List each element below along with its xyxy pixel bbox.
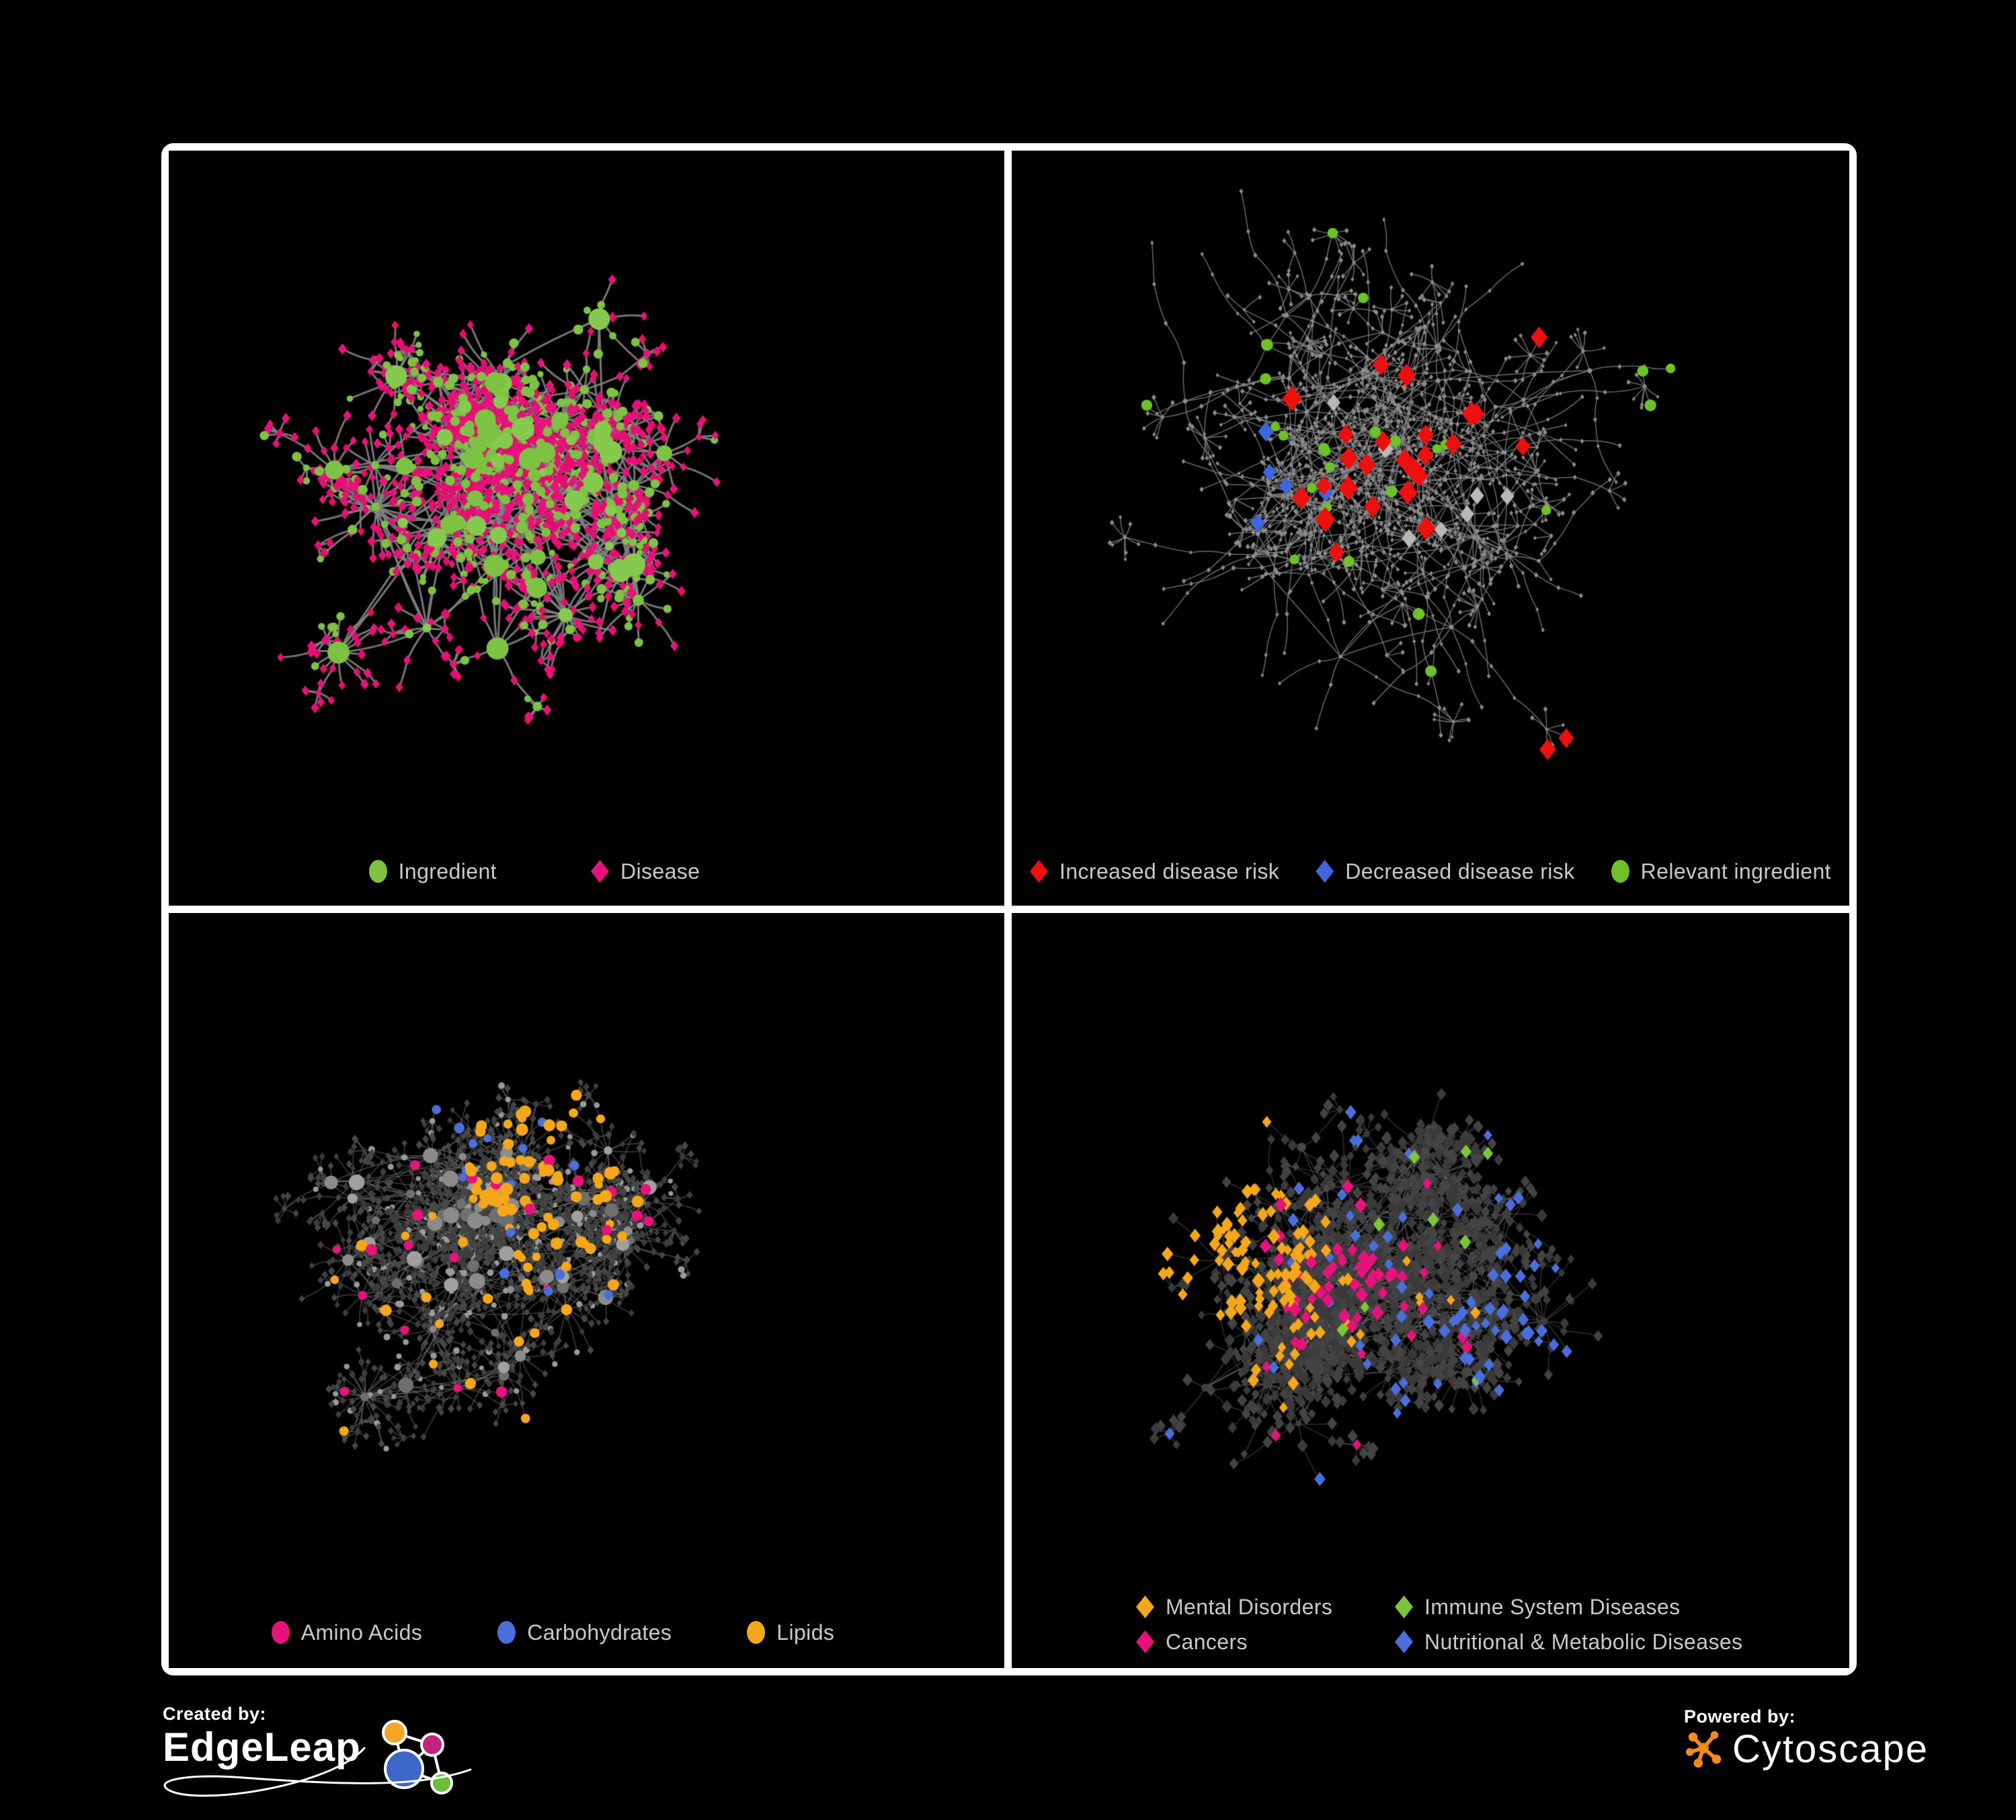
panel-ingredient-disease: Ingredient Disease bbox=[169, 151, 1004, 906]
legend-item-increased-disease-risk: Increased disease risk bbox=[1030, 859, 1279, 884]
panel-disease-risk: Increased disease risk Decreased disease … bbox=[1012, 151, 1849, 906]
legend-swatch-mental-disorders bbox=[1136, 1595, 1154, 1618]
legend-label-increased-disease-risk: Increased disease risk bbox=[1059, 859, 1280, 883]
legend-item-amino-acids: Amino Acids bbox=[271, 1620, 423, 1645]
panel-disease-categories: Mental Disorders Immune System Diseases Ca… bbox=[1012, 913, 1849, 1668]
legend-item-immune-system-diseases: Immune System Diseases bbox=[1395, 1591, 1742, 1622]
legend-item-carbohydrates: Carbohydrates bbox=[497, 1620, 672, 1645]
legend-item-ingredient: Ingredient bbox=[368, 859, 497, 884]
network-canvas-ingredient-disease bbox=[169, 151, 1004, 906]
legend-label-decreased-disease-risk: Decreased disease risk bbox=[1345, 859, 1575, 883]
frame-horizontal-divider bbox=[167, 906, 1851, 913]
legend-ingredient-disease: Ingredient Disease bbox=[169, 855, 1004, 888]
legend-item-lipids: Lipids bbox=[747, 1620, 834, 1645]
panel-frame bbox=[161, 143, 1857, 1675]
legend-item-disease: Disease bbox=[590, 859, 700, 884]
network-canvas-disease-risk bbox=[1012, 151, 1849, 906]
legend-item-cancers: Cancers bbox=[1136, 1626, 1395, 1657]
legend-item-nutritional-metabolic-diseases: Nutritional & Metabolic Diseases bbox=[1395, 1626, 1742, 1657]
legend-swatch-increased-disease-risk bbox=[1030, 860, 1049, 883]
edgeleap-network-icon bbox=[381, 1720, 453, 1794]
cytoscape-branding: Powered by: Cytoscape bbox=[1684, 1706, 1929, 1770]
legend-item-decreased-disease-risk: Decreased disease risk bbox=[1316, 859, 1574, 884]
edgeleap-branding: Created by: EdgeLeap bbox=[163, 1704, 472, 1801]
legend-disease-risk: Increased disease risk Decreased disease … bbox=[1012, 855, 1849, 888]
legend-item-mental-disorders: Mental Disorders bbox=[1136, 1591, 1395, 1622]
legend-label-carbohydrates: Carbohydrates bbox=[527, 1620, 672, 1645]
network-canvas-disease-categories bbox=[1012, 913, 1849, 1668]
legend-swatch-amino-acids bbox=[271, 1621, 290, 1644]
cytoscape-icon bbox=[1685, 1731, 1722, 1768]
legend-label-mental-disorders: Mental Disorders bbox=[1166, 1594, 1333, 1619]
legend-swatch-decreased-disease-risk bbox=[1316, 860, 1334, 883]
legend-swatch-immune-system-diseases bbox=[1395, 1595, 1413, 1618]
legend-label-ingredient: Ingredient bbox=[398, 859, 497, 883]
legend-label-cancers: Cancers bbox=[1166, 1629, 1248, 1654]
legend-label-nutritional-metabolic-diseases: Nutritional & Metabolic Diseases bbox=[1424, 1629, 1743, 1654]
legend-swatch-lipids bbox=[747, 1621, 766, 1644]
legend-swatch-disease bbox=[590, 860, 609, 883]
legend-label-lipids: Lipids bbox=[776, 1620, 835, 1645]
edgeleap-wordmark: EdgeLeap bbox=[163, 1725, 361, 1770]
legend-label-immune-system-diseases: Immune System Diseases bbox=[1424, 1594, 1681, 1619]
cytoscape-wordmark: Cytoscape bbox=[1732, 1727, 1929, 1771]
legend-swatch-relevant-ingredient bbox=[1611, 860, 1629, 883]
panel-nutrient-groups: Amino Acids Carbohydrates Lipids bbox=[169, 913, 1004, 1668]
created-by-label: Created by: bbox=[163, 1704, 267, 1724]
legend-nutrient-groups: Amino Acids Carbohydrates Lipids bbox=[169, 1616, 1004, 1649]
legend-swatch-carbohydrates bbox=[497, 1621, 516, 1644]
legend-label-amino-acids: Amino Acids bbox=[300, 1620, 423, 1645]
legend-label-disease: Disease bbox=[620, 859, 700, 883]
legend-swatch-nutritional-metabolic-diseases bbox=[1395, 1630, 1413, 1653]
legend-swatch-ingredient bbox=[368, 860, 387, 883]
legend-disease-categories: Mental Disorders Immune System Diseases Ca… bbox=[1012, 1591, 1849, 1657]
legend-item-relevant-ingredient: Relevant ingredient bbox=[1611, 859, 1831, 884]
powered-by-label: Powered by: bbox=[1684, 1706, 1796, 1727]
legend-label-relevant-ingredient: Relevant ingredient bbox=[1640, 859, 1831, 883]
legend-swatch-cancers bbox=[1136, 1630, 1154, 1653]
network-canvas-nutrient-groups bbox=[169, 913, 1004, 1668]
